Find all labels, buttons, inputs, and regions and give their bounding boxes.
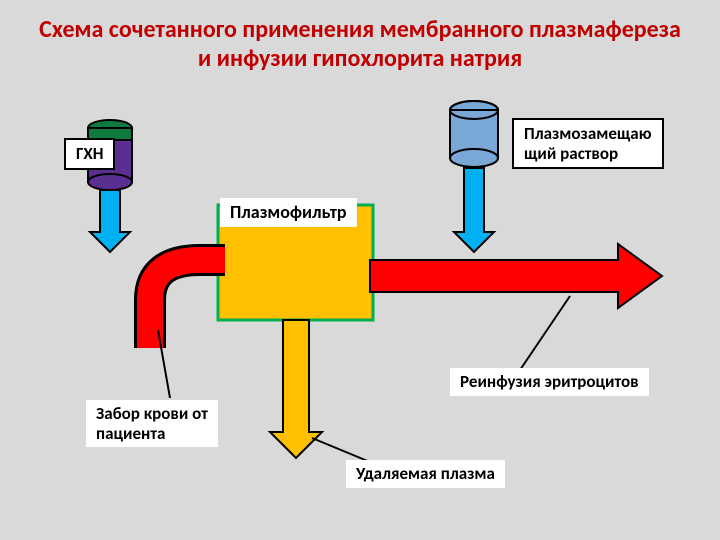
reinfusion-arrow bbox=[370, 244, 662, 308]
blood-intake-pipe bbox=[150, 260, 225, 348]
blood-intake-label: Забор крови от пациента bbox=[86, 400, 218, 447]
pointer-removed bbox=[312, 438, 370, 462]
plasma-cylinder bbox=[450, 101, 498, 167]
plasmafilter-label: Плазмофильтр bbox=[220, 198, 357, 227]
removed-plasma-arrow bbox=[270, 320, 322, 458]
plasma-down-arrow bbox=[454, 168, 494, 252]
pointer-reinfusion bbox=[520, 296, 570, 370]
reinfusion-label: Реинфузия эритроцитов bbox=[450, 368, 649, 396]
diagram-title: Схема сочетанного применения мембранного… bbox=[30, 16, 690, 74]
gkhn-down-arrow bbox=[90, 190, 130, 252]
plasma-replacement-label: Плазмозамещаю щий раствор bbox=[512, 118, 664, 169]
pointer-intake bbox=[158, 330, 170, 398]
removed-plasma-label: Удаляемая плазма bbox=[346, 460, 505, 488]
diagram-canvas bbox=[0, 0, 720, 540]
gkhn-label: ГХН bbox=[64, 138, 115, 170]
